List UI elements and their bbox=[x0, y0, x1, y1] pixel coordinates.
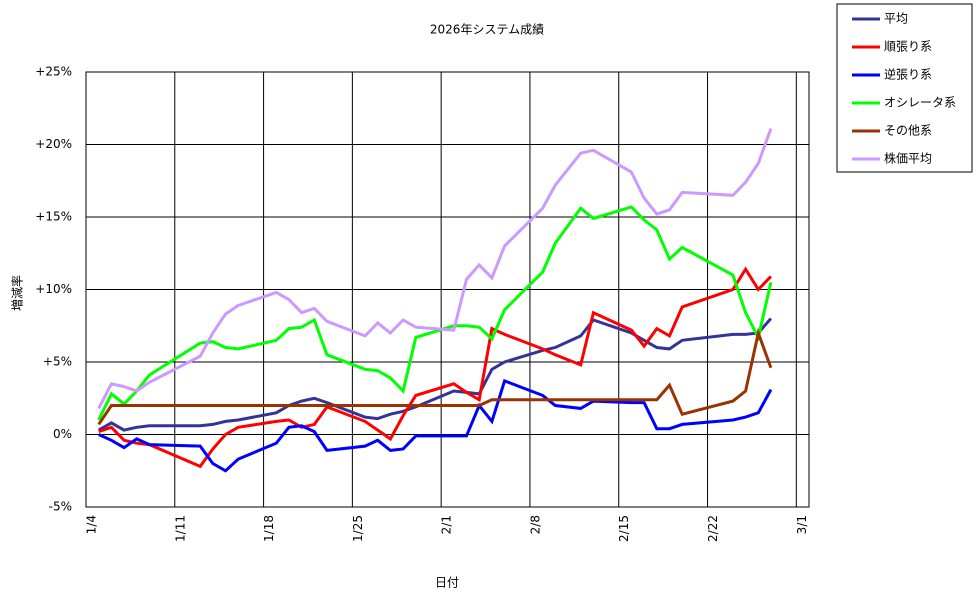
series-line bbox=[97, 205, 773, 421]
x-tick-label: 1/11 bbox=[173, 515, 187, 542]
series-line bbox=[98, 266, 772, 469]
y-tick-label: +20% bbox=[35, 137, 72, 151]
x-tick-label: 2/22 bbox=[706, 515, 720, 542]
legend bbox=[836, 3, 973, 173]
y-tick-label: +25% bbox=[35, 65, 72, 79]
y-tick-label: -5% bbox=[49, 500, 72, 514]
x-tick-label: 3/1 bbox=[795, 515, 809, 534]
series-line bbox=[97, 327, 773, 426]
legend-label: 順張り系 bbox=[884, 40, 932, 54]
y-tick-label: +15% bbox=[35, 210, 72, 224]
x-tick-label: 1/25 bbox=[351, 515, 365, 542]
x-axis-label: 日付 bbox=[435, 576, 459, 590]
y-axis-label: 増減率 bbox=[10, 275, 25, 311]
x-tick-label: 2/15 bbox=[617, 515, 631, 542]
series-line bbox=[97, 128, 773, 410]
chart-title: 2026年システム成績 bbox=[430, 23, 544, 37]
y-tick-label: +10% bbox=[35, 282, 72, 296]
y-tick-label: 0% bbox=[53, 427, 72, 441]
series-line bbox=[98, 378, 773, 473]
legend-label: オシレータ系 bbox=[884, 96, 956, 110]
y-tick-label: +5% bbox=[43, 355, 72, 369]
legend-label: 平均 bbox=[884, 12, 908, 26]
x-tick-label: 1/4 bbox=[85, 515, 99, 534]
x-tick-label: 2/8 bbox=[528, 515, 542, 534]
x-tick-label: 1/18 bbox=[262, 515, 276, 542]
x-tick-label: 2/1 bbox=[440, 515, 454, 534]
legend-label: その他系 bbox=[884, 124, 932, 138]
legend-label: 株価平均 bbox=[884, 151, 932, 166]
legend-label: 逆張り系 bbox=[884, 67, 932, 82]
